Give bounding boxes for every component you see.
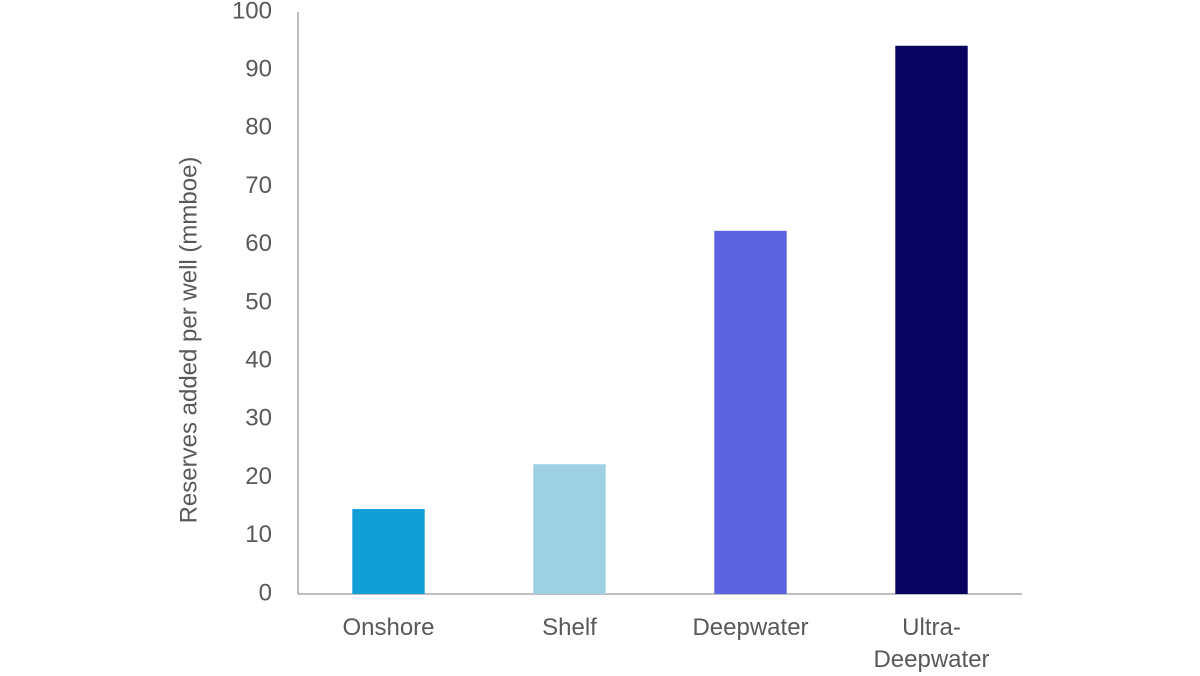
y-tick-label: 90 xyxy=(245,56,272,83)
y-tick-label: 50 xyxy=(245,288,272,315)
bar xyxy=(895,45,968,595)
x-tick-label: Shelf xyxy=(542,614,597,641)
bar xyxy=(533,464,606,594)
x-tick-label: Onshore xyxy=(342,614,435,641)
y-tick-label: 80 xyxy=(245,114,272,141)
y-tick-label: 60 xyxy=(245,230,272,257)
bar xyxy=(714,230,787,594)
y-tick-label: 40 xyxy=(245,347,272,374)
y-tick-label: 70 xyxy=(245,172,272,199)
y-tick-label: 0 xyxy=(259,579,272,606)
y-axis-label: Reserves added per well (mmboe) xyxy=(175,157,202,524)
x-tick-label: Ultra-Deepwater xyxy=(873,614,990,673)
bar xyxy=(352,509,425,594)
y-tick-label: 20 xyxy=(245,463,272,490)
y-tick-label: 30 xyxy=(245,405,272,432)
y-tick-label: 10 xyxy=(245,521,272,548)
x-tick-label: Deepwater xyxy=(692,614,809,641)
y-tick-label: 100 xyxy=(232,0,272,24)
